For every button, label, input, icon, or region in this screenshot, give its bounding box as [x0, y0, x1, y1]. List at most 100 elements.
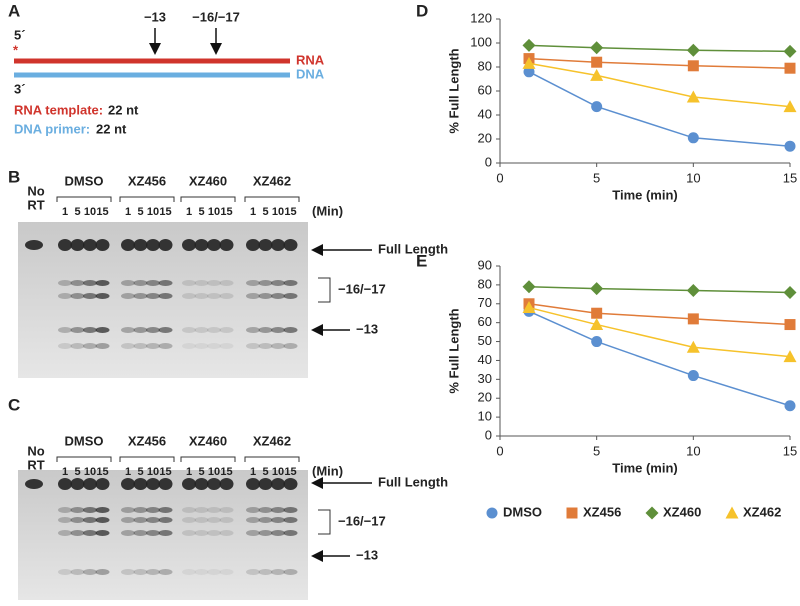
- gel-band: [194, 507, 209, 513]
- series-line: [528, 44, 791, 53]
- y-tick-label: 90: [478, 257, 492, 272]
- gel-band: [158, 517, 173, 523]
- legend-label: XZ462: [743, 504, 781, 519]
- gel-band: [246, 327, 260, 333]
- gel-band: [83, 327, 97, 333]
- band-bracket: [318, 509, 331, 535]
- panel-label: D: [416, 1, 428, 20]
- gel-band: [258, 569, 273, 575]
- gel-band: [83, 569, 97, 575]
- gel-band: [95, 293, 110, 299]
- gel-band: [133, 507, 148, 513]
- group-label: XZ462: [253, 173, 291, 188]
- gel-band: [121, 327, 135, 333]
- gel-band: [146, 343, 160, 349]
- time-label: 15: [96, 206, 108, 218]
- gel-band: [246, 343, 260, 349]
- data-point: [687, 132, 699, 144]
- legend-label: XZ456: [583, 504, 621, 519]
- data-point: [687, 313, 699, 325]
- gel-band: [146, 517, 160, 523]
- y-tick-label: 70: [478, 295, 492, 310]
- gel-band: [271, 293, 285, 299]
- group-label: XZ456: [128, 173, 166, 188]
- data-point: [687, 60, 699, 72]
- gel-band: [182, 327, 196, 333]
- gel-band: [283, 293, 298, 299]
- data-point: [522, 56, 536, 69]
- gel-band: [121, 507, 135, 513]
- data-point: [590, 68, 604, 81]
- gel-band: [219, 327, 234, 333]
- gel-band: [158, 530, 173, 536]
- gel-band: [283, 507, 298, 513]
- gel-band: [182, 530, 196, 536]
- gel-band: [219, 478, 234, 490]
- gel-band: [95, 507, 110, 513]
- gel-band: [158, 327, 173, 333]
- dna-label: DNA: [296, 66, 325, 81]
- gel-band: [95, 343, 110, 349]
- gel-band: [121, 478, 135, 490]
- y-tick-label: 60: [478, 82, 492, 97]
- y-tick-label: 0: [485, 427, 492, 442]
- gel-band: [146, 239, 160, 251]
- time-label: 5: [198, 466, 204, 478]
- gel-band: [83, 530, 97, 536]
- gel-band: [219, 569, 234, 575]
- group-label: XZ462: [253, 433, 291, 448]
- gel-band: [70, 343, 85, 349]
- x-tick-label: 10: [686, 443, 700, 458]
- gel-band: [182, 478, 196, 490]
- data-point: [783, 285, 797, 299]
- gel-band: [283, 343, 298, 349]
- gel-band: [219, 517, 234, 523]
- gel-band: [83, 517, 97, 523]
- gel-band: [219, 507, 234, 513]
- group-bracket: [180, 456, 236, 462]
- gel-band: [25, 240, 43, 250]
- time-label: 5: [137, 206, 143, 218]
- x-tick-label: 15: [783, 170, 797, 185]
- gel-band: [133, 343, 148, 349]
- three-prime: 3´: [14, 81, 26, 96]
- legend-marker: [566, 507, 578, 519]
- y-tick-label: 20: [478, 130, 492, 145]
- y-tick-label: 40: [478, 106, 492, 121]
- gel-band: [246, 293, 260, 299]
- gel-band: [83, 280, 97, 286]
- data-point: [783, 100, 797, 113]
- gel-band: [83, 343, 97, 349]
- gel-band: [258, 478, 273, 490]
- band-label: −13: [356, 547, 378, 562]
- gel-band: [158, 569, 173, 575]
- gel-band: [83, 507, 97, 513]
- data-point: [686, 43, 700, 57]
- gel-band: [83, 478, 97, 490]
- gel-band: [58, 293, 72, 299]
- gel-band: [121, 293, 135, 299]
- gel-band: [95, 517, 110, 523]
- unit-label: (Min): [312, 463, 343, 478]
- gel-band: [207, 293, 221, 299]
- gel-band: [194, 239, 209, 251]
- gel-band: [271, 280, 285, 286]
- time-label: 1: [250, 466, 256, 478]
- gel-band: [121, 343, 135, 349]
- gel-band: [58, 517, 72, 523]
- gel-band: [70, 478, 85, 490]
- y-tick-label: 120: [470, 10, 492, 25]
- gel-band: [246, 280, 260, 286]
- y-tick-label: 100: [470, 34, 492, 49]
- unit-label: (Min): [312, 203, 343, 218]
- gel-band: [194, 517, 209, 523]
- gel-band: [219, 343, 234, 349]
- gel-band: [271, 478, 285, 490]
- band-label: Full Length: [378, 241, 448, 256]
- gel-band: [194, 569, 209, 575]
- time-label: 10: [84, 466, 96, 478]
- gel-band: [83, 293, 97, 299]
- panel-label: B: [8, 167, 20, 186]
- gel-band: [207, 569, 221, 575]
- gel-band: [146, 507, 160, 513]
